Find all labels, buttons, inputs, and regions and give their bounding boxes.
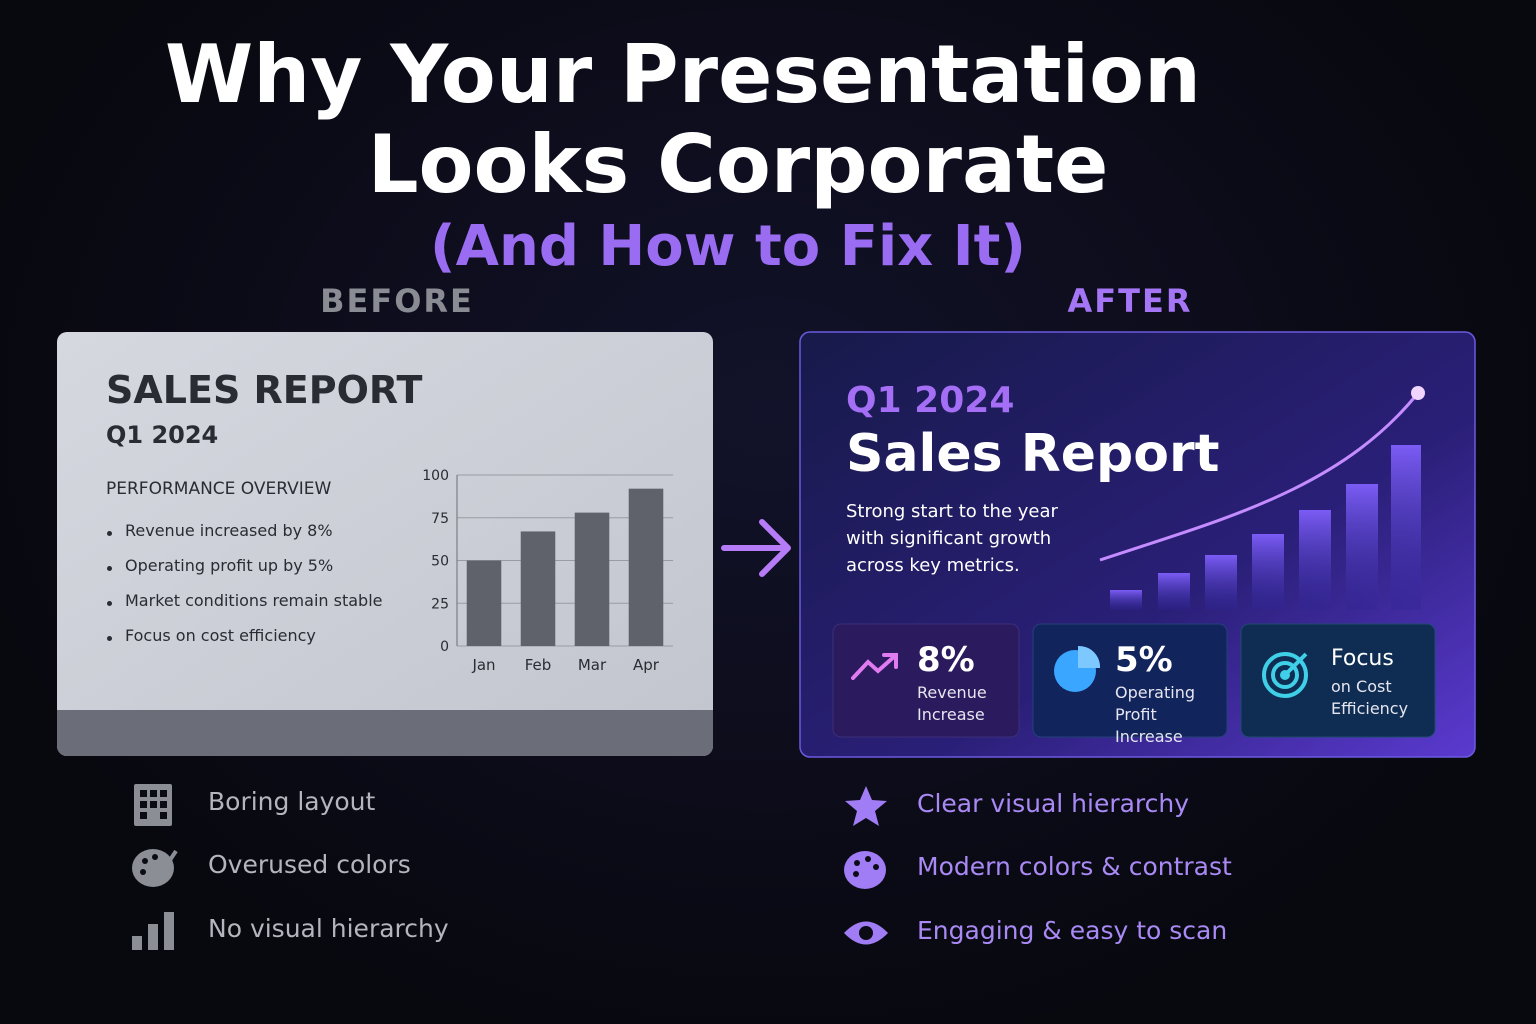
- title: Looks Corporate: [367, 118, 1109, 211]
- issue: No visual hierarchy: [208, 914, 449, 943]
- bullet-dot: [107, 531, 112, 536]
- star-icon: [845, 786, 887, 826]
- issue: Boring layout: [208, 787, 376, 816]
- bar: [628, 488, 664, 646]
- target-icon: [1262, 652, 1308, 698]
- palette-icon: [132, 849, 178, 887]
- slide-period: Q1 2024: [106, 421, 219, 449]
- x-tick-label: Jan: [471, 656, 495, 674]
- title: Why Your Presentation: [165, 28, 1201, 121]
- y-tick-label: 0: [440, 639, 449, 655]
- after-label: AFTER: [1067, 282, 1193, 320]
- trend-dot: [1411, 386, 1425, 400]
- subtitle: (And How to Fix It): [430, 214, 1026, 279]
- stat-label: Revenue Increase: [917, 683, 987, 724]
- trend-line: [1099, 392, 1420, 562]
- x-tick-label: Apr: [633, 656, 660, 674]
- bullet: Revenue increased by 8%: [125, 521, 333, 540]
- slide-period: Q1 2024: [846, 380, 1015, 421]
- bar: [466, 560, 502, 646]
- stat-value: 5%: [1115, 640, 1173, 680]
- benefit: Engaging & easy to scan: [917, 916, 1228, 945]
- x-tick-label: Feb: [525, 656, 552, 674]
- bar: [520, 531, 556, 646]
- stat-label: on Cost Efficiency: [1331, 677, 1409, 718]
- bullet-dot: [107, 636, 112, 641]
- x-tick-label: Mar: [578, 656, 607, 674]
- palette-icon: [844, 851, 886, 889]
- bars-icon: [132, 912, 174, 950]
- stat-value: Focus: [1331, 646, 1394, 671]
- benefit: Modern colors & contrast: [917, 852, 1232, 881]
- bullet-dot: [107, 566, 112, 571]
- grid-icon: [134, 784, 172, 826]
- bar-chart: 0 25 50 75 100 Jan Feb Mar Apr: [422, 468, 673, 674]
- trend-icon: [851, 653, 898, 680]
- stat-card: [1240, 623, 1436, 738]
- slide-title: Sales Report: [846, 424, 1220, 484]
- slide-footer: [57, 710, 713, 756]
- benefit: Clear visual hierarchy: [917, 789, 1190, 818]
- stat-card: [832, 623, 1020, 738]
- bullet: Operating profit up by 5%: [125, 556, 334, 575]
- arrow: [721, 519, 791, 577]
- bullet-dot: [107, 601, 112, 606]
- bullet: Focus on cost efficiency: [125, 626, 316, 645]
- stat-label: Operating Profit Increase: [1115, 683, 1195, 746]
- eye-icon: [844, 921, 888, 945]
- y-tick-label: 25: [431, 596, 449, 612]
- pie-icon: [1054, 645, 1101, 692]
- before-slide: [57, 332, 713, 756]
- slide-description: Strong start to the year with significan…: [846, 501, 1058, 576]
- bullet: Market conditions remain stable: [125, 591, 383, 610]
- issue: Overused colors: [208, 850, 411, 879]
- stat-value: 8%: [917, 640, 975, 680]
- y-tick-label: 75: [431, 511, 449, 527]
- y-tick-label: 50: [431, 554, 449, 570]
- bar: [574, 512, 610, 646]
- section-heading: PERFORMANCE OVERVIEW: [106, 479, 332, 499]
- slide-title: SALES REPORT: [106, 368, 423, 412]
- decor-bars: [1110, 445, 1421, 610]
- before-label: BEFORE: [320, 282, 474, 320]
- y-tick-label: 100: [422, 468, 449, 484]
